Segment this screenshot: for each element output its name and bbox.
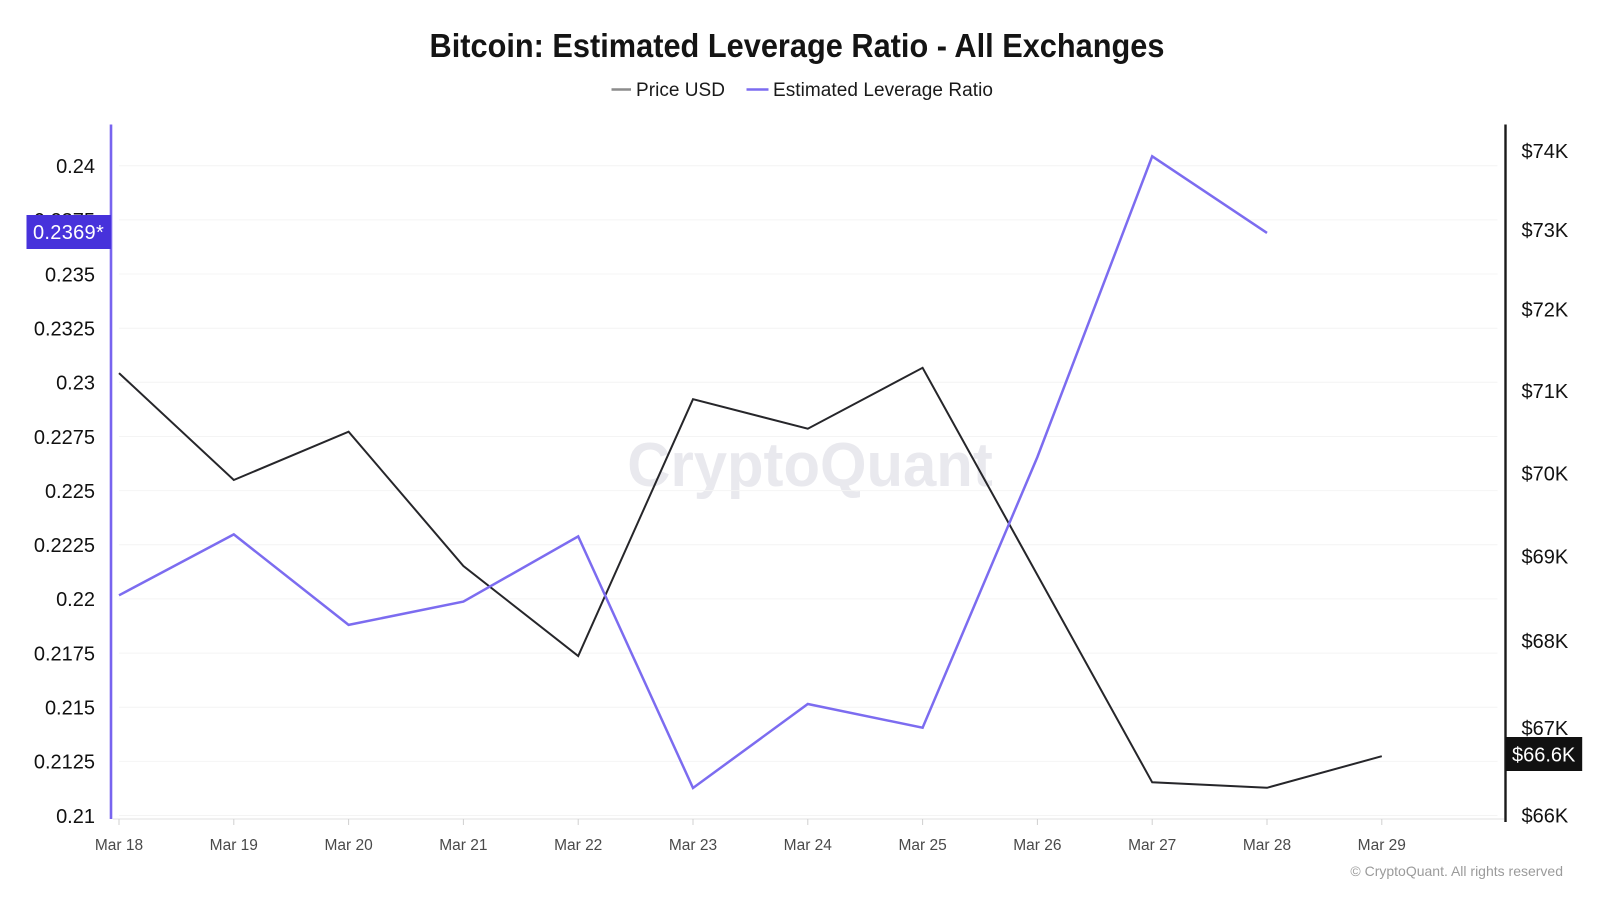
svg-text:$69K: $69K <box>1522 546 1569 568</box>
svg-text:$72K: $72K <box>1522 300 1569 322</box>
svg-text:$67K: $67K <box>1522 718 1569 740</box>
svg-text:Mar 18: Mar 18 <box>95 837 143 854</box>
svg-text:Mar 25: Mar 25 <box>898 837 946 854</box>
svg-text:$71K: $71K <box>1522 381 1569 403</box>
svg-text:$66.6K: $66.6K <box>1512 744 1576 766</box>
svg-text:0.215: 0.215 <box>45 698 95 720</box>
svg-text:Bitcoin: Estimated Leverage Ra: Bitcoin: Estimated Leverage Ratio - All … <box>430 27 1165 64</box>
svg-text:0.2125: 0.2125 <box>34 752 95 774</box>
svg-text:Mar 20: Mar 20 <box>324 837 373 854</box>
svg-text:0.24: 0.24 <box>56 156 95 178</box>
svg-text:Mar 28: Mar 28 <box>1243 837 1291 854</box>
svg-text:0.2275: 0.2275 <box>34 427 95 449</box>
svg-text:0.2225: 0.2225 <box>34 535 95 557</box>
svg-text:Mar 29: Mar 29 <box>1358 837 1406 854</box>
svg-text:Mar 27: Mar 27 <box>1128 837 1176 854</box>
svg-text:0.23: 0.23 <box>56 373 95 395</box>
svg-text:Mar 24: Mar 24 <box>784 837 833 854</box>
svg-text:Mar 22: Mar 22 <box>554 837 602 854</box>
svg-text:$66K: $66K <box>1522 805 1569 827</box>
svg-text:Mar 26: Mar 26 <box>1013 837 1061 854</box>
svg-text:$74K: $74K <box>1522 141 1569 163</box>
svg-text:0.235: 0.235 <box>45 264 95 286</box>
svg-text:$68K: $68K <box>1522 631 1569 653</box>
svg-text:Mar 19: Mar 19 <box>210 837 258 854</box>
svg-text:0.22: 0.22 <box>56 589 95 611</box>
svg-text:$70K: $70K <box>1522 463 1569 485</box>
svg-text:Mar 21: Mar 21 <box>439 837 487 854</box>
svg-text:0.2369*: 0.2369* <box>33 222 104 244</box>
svg-text:© CryptoQuant. All rights rese: © CryptoQuant. All rights reserved <box>1350 863 1563 879</box>
svg-text:0.21: 0.21 <box>56 806 95 828</box>
svg-text:0.2325: 0.2325 <box>34 319 95 341</box>
svg-text:Mar 23: Mar 23 <box>669 837 717 854</box>
svg-text:$73K: $73K <box>1522 220 1569 242</box>
svg-text:Price USD: Price USD <box>636 80 725 101</box>
svg-text:Estimated Leverage Ratio: Estimated Leverage Ratio <box>773 80 993 101</box>
svg-text:0.225: 0.225 <box>45 481 95 503</box>
svg-text:0.2175: 0.2175 <box>34 643 95 665</box>
svg-text:CryptoQuant: CryptoQuant <box>627 430 993 499</box>
